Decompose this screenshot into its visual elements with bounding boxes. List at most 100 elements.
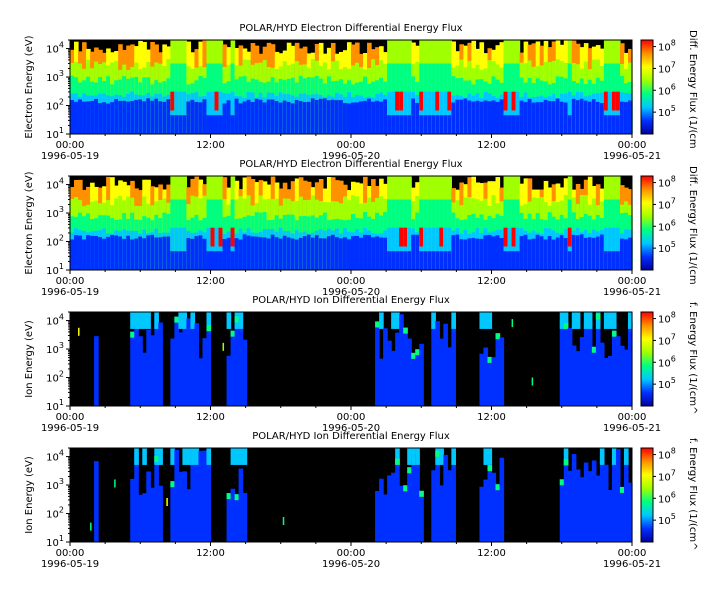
spectrogram-cell	[363, 100, 368, 134]
x-tick-label: 00:00	[618, 412, 647, 423]
spectrogram-cell	[359, 237, 364, 270]
spectrogram-cell	[298, 237, 304, 270]
x-tick-date-label: 1996-05-19	[41, 423, 99, 434]
spectrogram-cell	[330, 234, 336, 270]
spectrogram-cell	[407, 467, 412, 474]
y-tick-label: 104	[46, 41, 64, 56]
spectrogram-cell	[322, 238, 328, 270]
spectrogram-cell	[286, 237, 292, 270]
spectrogram-cell	[439, 485, 444, 542]
spectrogram-cell	[387, 251, 392, 270]
spectrogram-cell	[547, 100, 553, 134]
spectrogram-cell	[435, 115, 440, 134]
spectrogram-cell	[427, 115, 432, 134]
y-axis-label: Ion Energy (eV)	[24, 320, 35, 398]
spectrogram-cell	[375, 100, 380, 134]
spectrogram-cell	[387, 475, 392, 542]
spectrogram-cell	[595, 313, 601, 406]
x-tick-label: 12:00	[196, 412, 225, 423]
spectrogram-cell	[603, 357, 609, 406]
y-tick-label: 103	[46, 69, 64, 84]
spectrogram-cell	[142, 312, 147, 329]
spectrogram-cell	[515, 91, 521, 134]
spectrogram-cell	[571, 453, 577, 542]
spectrogram-cell	[254, 98, 260, 134]
spectrogram-cell	[627, 237, 633, 270]
spectrogram-cell	[226, 100, 232, 134]
spectrogram-cell	[599, 448, 605, 465]
spectrogram-cell	[447, 115, 452, 134]
spectrogram-cell	[134, 312, 139, 329]
spectrogram-cell	[563, 323, 569, 330]
spectrogram-cell	[134, 325, 139, 406]
spectrogram-cell	[539, 236, 545, 270]
y-tick-label: 101	[46, 398, 64, 413]
spectrogram-cell	[395, 458, 400, 542]
spectrogram-cell	[607, 91, 613, 134]
colorbar-tick-label: 105	[658, 104, 676, 119]
spectrogram-cell	[214, 91, 220, 134]
spectrogram-cell	[306, 234, 312, 270]
spectrogram-cell	[166, 498, 168, 507]
spectrogram-cell	[230, 330, 236, 337]
spectrogram-cell	[475, 100, 481, 134]
spectrogram-cell	[170, 481, 175, 542]
spectrogram-cell	[587, 237, 593, 270]
x-tick-label: 00:00	[56, 548, 85, 559]
x-tick-label: 12:00	[196, 276, 225, 287]
spectrogram-cell	[603, 312, 609, 329]
spectrogram-cell	[186, 489, 192, 542]
spectrogram-cell	[391, 91, 396, 134]
panel-title: POLAR/HYD Electron Differential Energy F…	[239, 159, 462, 170]
spectrogram-cell	[423, 227, 428, 270]
spectrogram-cell	[447, 347, 452, 406]
spectrogram-cell	[603, 91, 609, 134]
spectrogram-cell	[611, 330, 617, 337]
spectrogram-cell	[439, 227, 444, 247]
x-tick-date-label: 1996-05-21	[603, 559, 661, 570]
spectrogram-cell	[395, 227, 400, 270]
spectrogram-cell	[78, 235, 83, 270]
spectrogram-cell	[471, 101, 477, 134]
colorbar-tick-label: 107	[658, 332, 676, 347]
spectrogram-cell	[507, 115, 513, 134]
panel-3: POLAR/HYD Ion Differential Energy Flux 10…	[24, 295, 698, 434]
spectrogram-cell	[130, 331, 135, 338]
spectrogram-cell	[591, 346, 597, 406]
spectrogram-cell	[138, 236, 143, 270]
spectrogram-cell	[483, 347, 489, 406]
spectrogram-cell	[399, 227, 404, 247]
spectrogram-cell	[182, 227, 188, 270]
x-tick-date-label: 1996-05-19	[41, 287, 99, 298]
spectrogram-cell	[607, 489, 613, 542]
spectrogram-cell	[443, 227, 448, 270]
spectrogram-cell	[503, 115, 509, 134]
spectrogram-cell	[270, 99, 276, 134]
spectrogram-cell	[587, 471, 593, 542]
spectrogram-cell	[174, 115, 179, 134]
spectrogram-cell	[391, 350, 396, 406]
spectrogram-cell	[318, 98, 324, 134]
spectrogram-cell	[451, 102, 456, 134]
spectrogram-cell	[607, 355, 613, 406]
spectrogram-cell	[595, 313, 601, 320]
spectrogram-cell	[310, 98, 316, 134]
x-tick-label: 00:00	[337, 548, 366, 559]
spectrogram-cell	[547, 236, 553, 270]
spectrogram-cell	[254, 236, 260, 270]
spectrogram-cell	[403, 115, 408, 134]
spectrogram-cell	[346, 103, 352, 134]
spectrogram-cell	[407, 338, 412, 406]
spectrogram-cell	[142, 352, 147, 406]
spectrogram-cell	[463, 98, 469, 134]
spectrogram-cell	[403, 327, 408, 406]
spectrogram-cell	[282, 100, 288, 134]
spectrogram-cell	[375, 491, 380, 542]
spectrogram-cell	[439, 91, 444, 134]
spectrogram-cell	[250, 101, 256, 134]
spectrogram-cell	[615, 227, 621, 270]
x-tick-date-label: 1996-05-20	[322, 151, 380, 162]
colorbar	[640, 311, 654, 407]
spectrogram-cell	[483, 100, 489, 134]
y-tick-label: 102	[46, 98, 64, 113]
